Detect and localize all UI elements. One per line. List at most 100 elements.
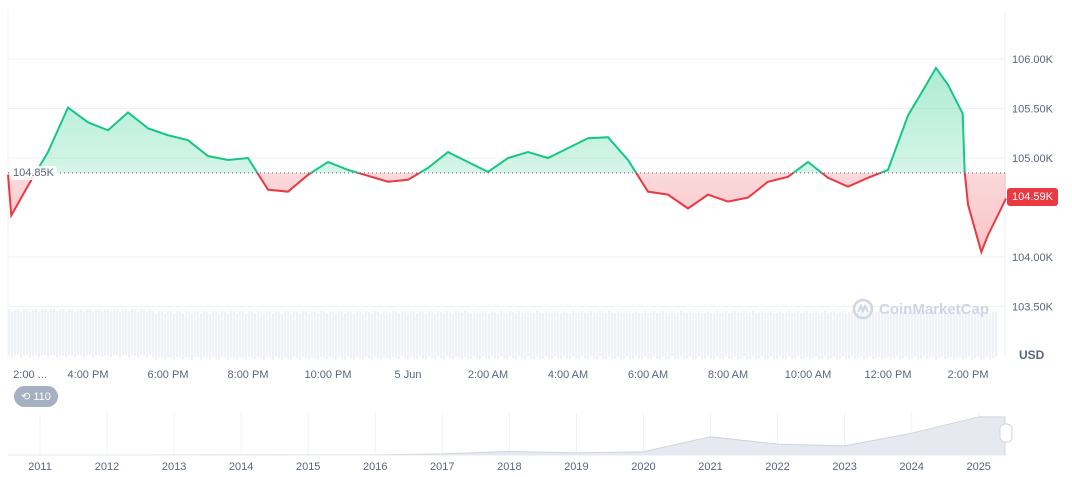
volume-bar — [596, 312, 599, 359]
volume-bar — [131, 309, 134, 356]
volume-bar — [953, 313, 956, 360]
volume-bar — [11, 311, 14, 358]
volume-bar — [941, 310, 944, 357]
volume-bar — [503, 312, 506, 359]
volume-bar — [83, 311, 86, 358]
volume-bar — [395, 312, 398, 359]
volume-bar — [92, 311, 95, 358]
volume-bar — [155, 313, 158, 360]
area-above-baseline — [8, 67, 1006, 173]
volume-bar — [779, 310, 782, 357]
history-button[interactable]: ⟲ 110 — [14, 386, 58, 407]
volume-bar — [431, 312, 434, 359]
x-tick-label: 4:00 AM — [548, 369, 588, 381]
volume-bar — [362, 313, 365, 360]
volume-bar — [53, 309, 56, 356]
volume-bar — [638, 312, 641, 359]
volume-bar — [98, 309, 101, 356]
coinmarketcap-logo-icon — [852, 298, 874, 320]
volume-bar — [182, 313, 185, 360]
volume-bar — [923, 310, 926, 357]
volume-bar — [17, 309, 20, 356]
navigator-year-label: 2020 — [631, 461, 655, 473]
volume-bar — [788, 310, 791, 357]
volume-bar — [86, 309, 89, 356]
volume-bar — [623, 312, 626, 359]
volume-bar — [671, 310, 674, 357]
y-tick-label: 104.00K — [1012, 252, 1054, 264]
volume-bar — [413, 312, 416, 359]
volume-bar — [848, 312, 851, 359]
volume-bar — [329, 310, 332, 357]
volume-bar — [776, 312, 779, 359]
volume-bar — [878, 310, 881, 357]
volume-bar — [632, 312, 635, 359]
volume-bar — [491, 310, 494, 357]
price-line-up — [34, 66, 966, 173]
volume-bar — [506, 313, 509, 360]
volume-bar — [527, 310, 530, 357]
volume-bar — [128, 311, 131, 358]
volume-bar — [251, 311, 254, 358]
navigator-handle[interactable] — [999, 423, 1013, 443]
volume-bar — [899, 313, 902, 360]
volume-bar — [905, 310, 908, 357]
volume-bar — [347, 310, 350, 357]
volume-bar — [989, 313, 992, 360]
volume-bar — [737, 312, 740, 359]
volume-bar — [626, 310, 629, 357]
volume-bar — [365, 310, 368, 357]
volume-bar — [218, 313, 221, 360]
volume-bar — [713, 312, 716, 359]
volume-bar — [494, 312, 497, 359]
volume-bar — [842, 310, 845, 357]
navigator-year-label: 2023 — [832, 461, 856, 473]
volume-bar — [677, 312, 680, 359]
volume-bar — [728, 312, 731, 359]
volume-bar — [392, 310, 395, 357]
x-tick-label: 10:00 PM — [304, 369, 351, 381]
volume-bar — [974, 311, 977, 358]
volume-bar — [515, 313, 518, 360]
volume-bar — [977, 310, 980, 357]
volume-bar — [404, 312, 407, 359]
volume-bar — [254, 313, 257, 360]
volume-bar — [599, 310, 602, 357]
volume-bar — [317, 313, 320, 360]
volume-bar — [653, 310, 656, 357]
volume-bar — [47, 311, 50, 358]
volume-bar — [470, 313, 473, 360]
volume-bar — [509, 310, 512, 357]
volume-bar — [50, 309, 53, 356]
volume-bar — [374, 310, 377, 357]
volume-bar — [782, 313, 785, 360]
volume-bar — [104, 309, 107, 356]
volume-bar — [188, 311, 191, 358]
volume-bar — [410, 310, 413, 357]
volume-bar — [266, 310, 269, 357]
volume-bar — [161, 311, 164, 358]
volume-bar — [944, 313, 947, 360]
volume-bar — [797, 310, 800, 357]
x-tick-label: 6:00 PM — [148, 369, 189, 381]
volume-bar — [863, 313, 866, 360]
volume-bar — [545, 310, 548, 357]
volume-bar — [926, 313, 929, 360]
volume-bar — [71, 309, 74, 356]
volume-bar — [179, 311, 182, 358]
volume-bar — [353, 313, 356, 360]
volume-bar — [725, 310, 728, 357]
volume-bar — [371, 313, 374, 360]
volume-bar — [755, 312, 758, 359]
y-tick-label: 106.00K — [1012, 54, 1054, 66]
volume-bar — [455, 310, 458, 357]
volume-bar — [530, 312, 533, 359]
volume-bar — [656, 312, 659, 359]
volume-bar — [767, 312, 770, 359]
volume-bar — [662, 310, 665, 357]
volume-bar — [323, 311, 326, 358]
volume-bar — [983, 311, 986, 358]
volume-bar — [359, 311, 362, 358]
